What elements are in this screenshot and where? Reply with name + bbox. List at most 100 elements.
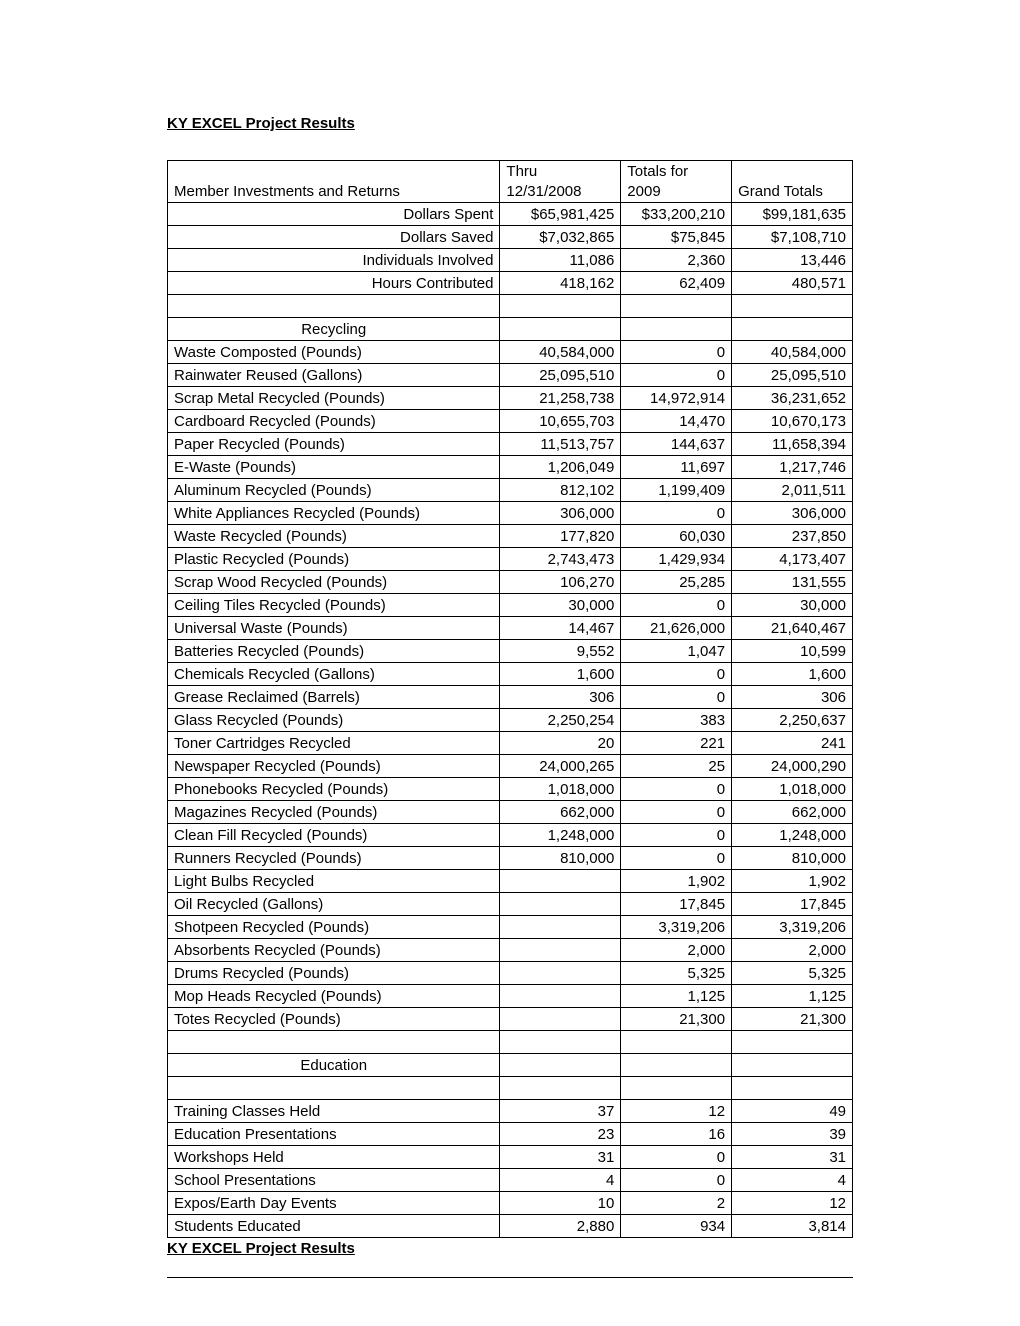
table-row: Training Classes Held371249 bbox=[168, 1100, 853, 1123]
table-row: Waste Composted (Pounds)40,584,000040,58… bbox=[168, 341, 853, 364]
row-label: Scrap Wood Recycled (Pounds) bbox=[168, 571, 500, 594]
table-row: Education Presentations231639 bbox=[168, 1123, 853, 1146]
cell: 4 bbox=[732, 1169, 853, 1192]
table-row bbox=[168, 1077, 853, 1100]
row-label: Ceiling Tiles Recycled (Pounds) bbox=[168, 594, 500, 617]
table-row: Mop Heads Recycled (Pounds)1,1251,125 bbox=[168, 985, 853, 1008]
cell: 21,626,000 bbox=[621, 617, 732, 640]
table-row: Phonebooks Recycled (Pounds)1,018,00001,… bbox=[168, 778, 853, 801]
cell: $75,845 bbox=[621, 226, 732, 249]
cell: 3,319,206 bbox=[621, 916, 732, 939]
cell bbox=[500, 962, 621, 985]
table-row: Clean Fill Recycled (Pounds)1,248,00001,… bbox=[168, 824, 853, 847]
cell: 1,125 bbox=[621, 985, 732, 1008]
cell: 2,011,511 bbox=[732, 479, 853, 502]
table-row bbox=[168, 295, 853, 318]
row-label: Mop Heads Recycled (Pounds) bbox=[168, 985, 500, 1008]
table-row: Glass Recycled (Pounds)2,250,2543832,250… bbox=[168, 709, 853, 732]
header-label: Member Investments and Returns bbox=[168, 161, 500, 203]
cell: 0 bbox=[621, 364, 732, 387]
cell: 21,258,738 bbox=[500, 387, 621, 410]
table-row: Paper Recycled (Pounds)11,513,757144,637… bbox=[168, 433, 853, 456]
cell: 0 bbox=[621, 1146, 732, 1169]
cell: 0 bbox=[621, 663, 732, 686]
cell: 1,429,934 bbox=[621, 548, 732, 571]
cell: 480,571 bbox=[732, 272, 853, 295]
cell: 1,217,746 bbox=[732, 456, 853, 479]
cell: 39 bbox=[732, 1123, 853, 1146]
cell: 131,555 bbox=[732, 571, 853, 594]
table-row: White Appliances Recycled (Pounds)306,00… bbox=[168, 502, 853, 525]
cell: 24,000,265 bbox=[500, 755, 621, 778]
table-row: Education bbox=[168, 1054, 853, 1077]
empty-cell bbox=[732, 1077, 853, 1100]
cell: 25 bbox=[621, 755, 732, 778]
table-row: Dollars Spent$65,981,425$33,200,210$99,1… bbox=[168, 203, 853, 226]
table-row: Aluminum Recycled (Pounds)812,1021,199,4… bbox=[168, 479, 853, 502]
table-row: E-Waste (Pounds)1,206,04911,6971,217,746 bbox=[168, 456, 853, 479]
table-row: Chemicals Recycled (Gallons)1,60001,600 bbox=[168, 663, 853, 686]
row-label: Absorbents Recycled (Pounds) bbox=[168, 939, 500, 962]
cell: 237,850 bbox=[732, 525, 853, 548]
cell: 1,248,000 bbox=[500, 824, 621, 847]
row-label: Grease Reclaimed (Barrels) bbox=[168, 686, 500, 709]
row-label: Scrap Metal Recycled (Pounds) bbox=[168, 387, 500, 410]
cell: 49 bbox=[732, 1100, 853, 1123]
cell: 1,018,000 bbox=[732, 778, 853, 801]
cell: 21,640,467 bbox=[732, 617, 853, 640]
cell bbox=[500, 893, 621, 916]
row-label: Hours Contributed bbox=[168, 272, 500, 295]
row-label: Plastic Recycled (Pounds) bbox=[168, 548, 500, 571]
row-label: Dollars Saved bbox=[168, 226, 500, 249]
cell: 30,000 bbox=[732, 594, 853, 617]
footer-title: KY EXCEL Project Results bbox=[167, 1240, 853, 1257]
header-col-1: Thru 12/31/2008 bbox=[500, 161, 621, 203]
table-row: Grease Reclaimed (Barrels)3060306 bbox=[168, 686, 853, 709]
section-header: Recycling bbox=[168, 318, 500, 341]
cell: 11,697 bbox=[621, 456, 732, 479]
cell: 4 bbox=[500, 1169, 621, 1192]
cell: 13,446 bbox=[732, 249, 853, 272]
row-label: E-Waste (Pounds) bbox=[168, 456, 500, 479]
cell: 934 bbox=[621, 1215, 732, 1238]
table-row: Expos/Earth Day Events10212 bbox=[168, 1192, 853, 1215]
empty-cell bbox=[621, 295, 732, 318]
row-label: Glass Recycled (Pounds) bbox=[168, 709, 500, 732]
cell: 0 bbox=[621, 824, 732, 847]
cell: 4,173,407 bbox=[732, 548, 853, 571]
row-label: Training Classes Held bbox=[168, 1100, 500, 1123]
empty-cell bbox=[168, 1031, 500, 1054]
row-label: Totes Recycled (Pounds) bbox=[168, 1008, 500, 1031]
cell: 662,000 bbox=[732, 801, 853, 824]
table-row: School Presentations404 bbox=[168, 1169, 853, 1192]
table-row: Dollars Saved$7,032,865$75,845$7,108,710 bbox=[168, 226, 853, 249]
table-header-row: Member Investments and ReturnsThru 12/31… bbox=[168, 161, 853, 203]
empty-cell bbox=[500, 295, 621, 318]
row-label: Dollars Spent bbox=[168, 203, 500, 226]
cell: 25,285 bbox=[621, 571, 732, 594]
cell bbox=[500, 870, 621, 893]
cell: 1,600 bbox=[500, 663, 621, 686]
cell bbox=[500, 985, 621, 1008]
cell: 31 bbox=[732, 1146, 853, 1169]
cell: 1,902 bbox=[732, 870, 853, 893]
cell: 20 bbox=[500, 732, 621, 755]
table-row: Individuals Involved11,0862,36013,446 bbox=[168, 249, 853, 272]
row-label: Rainwater Reused (Gallons) bbox=[168, 364, 500, 387]
table-row: Drums Recycled (Pounds)5,3255,325 bbox=[168, 962, 853, 985]
cell bbox=[500, 916, 621, 939]
cell: 17,845 bbox=[732, 893, 853, 916]
cell: 40,584,000 bbox=[500, 341, 621, 364]
cell: 1,199,409 bbox=[621, 479, 732, 502]
cell: 2,250,637 bbox=[732, 709, 853, 732]
cell: 10 bbox=[500, 1192, 621, 1215]
cell: 241 bbox=[732, 732, 853, 755]
table-row: Ceiling Tiles Recycled (Pounds)30,000030… bbox=[168, 594, 853, 617]
empty-cell bbox=[168, 295, 500, 318]
cell: 25,095,510 bbox=[500, 364, 621, 387]
cell: 1,902 bbox=[621, 870, 732, 893]
cell: 1,018,000 bbox=[500, 778, 621, 801]
cell: 21,300 bbox=[732, 1008, 853, 1031]
table-row: Rainwater Reused (Gallons)25,095,510025,… bbox=[168, 364, 853, 387]
row-label: Expos/Earth Day Events bbox=[168, 1192, 500, 1215]
